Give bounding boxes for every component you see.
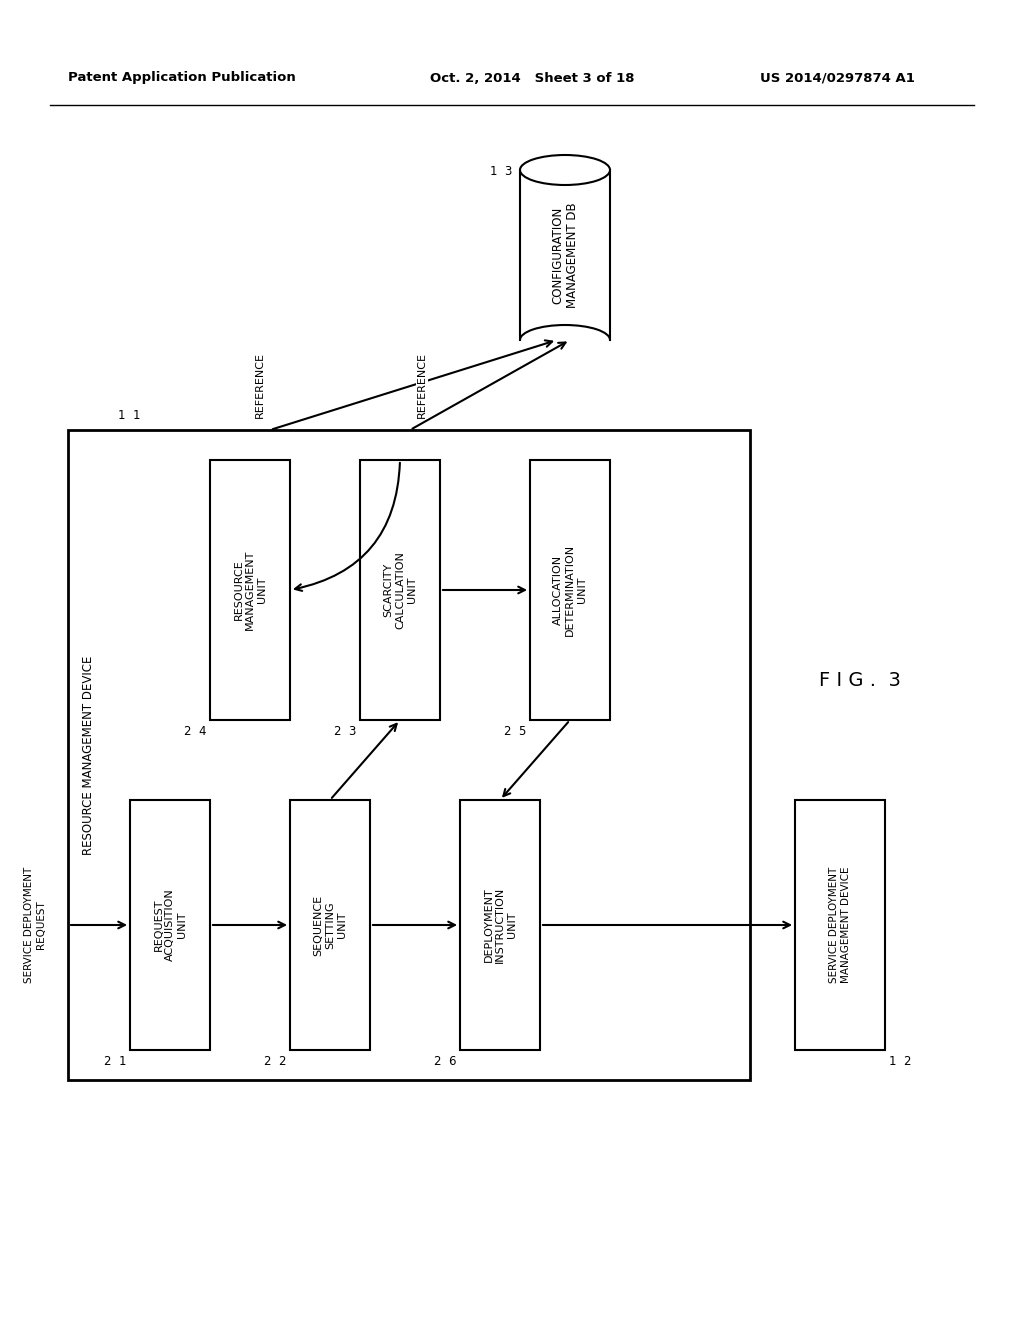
Text: REFERENCE: REFERENCE xyxy=(255,352,265,418)
Text: 2  1: 2 1 xyxy=(103,1055,126,1068)
Text: Oct. 2, 2014   Sheet 3 of 18: Oct. 2, 2014 Sheet 3 of 18 xyxy=(430,71,635,84)
Text: SCARCITY
CALCULATION
UNIT: SCARCITY CALCULATION UNIT xyxy=(383,550,417,628)
Text: SEQUENCE
SETTING
UNIT: SEQUENCE SETTING UNIT xyxy=(313,895,346,956)
Bar xyxy=(530,459,610,719)
Bar xyxy=(210,459,290,719)
Text: DEPLOYMENT
INSTRUCTION
UNIT: DEPLOYMENT INSTRUCTION UNIT xyxy=(483,887,516,964)
Bar xyxy=(795,800,885,1049)
Text: 2  4: 2 4 xyxy=(183,725,206,738)
Text: CONFIGURATION
MANAGEMENT DB: CONFIGURATION MANAGEMENT DB xyxy=(551,202,579,308)
Text: RESOURCE
MANAGEMENT
UNIT: RESOURCE MANAGEMENT UNIT xyxy=(233,550,266,630)
Bar xyxy=(460,800,540,1049)
Text: F I G .  3: F I G . 3 xyxy=(819,671,901,689)
Text: US 2014/0297874 A1: US 2014/0297874 A1 xyxy=(760,71,914,84)
FancyArrowPatch shape xyxy=(295,463,400,591)
Text: SERVICE DEPLOYMENT
REQUEST: SERVICE DEPLOYMENT REQUEST xyxy=(25,867,46,983)
Bar xyxy=(68,430,750,1080)
Text: Patent Application Publication: Patent Application Publication xyxy=(68,71,296,84)
Bar xyxy=(290,800,370,1049)
Text: 2  6: 2 6 xyxy=(433,1055,456,1068)
Text: REQUEST
ACQUISITION
UNIT: REQUEST ACQUISITION UNIT xyxy=(154,888,186,961)
Text: SERVICE DEPLOYMENT
MANAGEMENT DEVICE: SERVICE DEPLOYMENT MANAGEMENT DEVICE xyxy=(829,867,851,983)
Text: 2  3: 2 3 xyxy=(334,725,356,738)
Text: REFERENCE: REFERENCE xyxy=(417,352,427,418)
Bar xyxy=(360,459,440,719)
Text: ALLOCATION
DETERMINATION
UNIT: ALLOCATION DETERMINATION UNIT xyxy=(553,544,587,636)
Text: 1  2: 1 2 xyxy=(889,1055,911,1068)
Text: 2  5: 2 5 xyxy=(504,725,526,738)
Text: 1  3: 1 3 xyxy=(489,165,512,178)
Text: 1  1: 1 1 xyxy=(118,409,140,422)
Ellipse shape xyxy=(520,154,610,185)
Bar xyxy=(130,800,210,1049)
Text: RESOURCE MANAGEMENT DEVICE: RESOURCE MANAGEMENT DEVICE xyxy=(82,655,94,854)
Text: 2  2: 2 2 xyxy=(263,1055,286,1068)
